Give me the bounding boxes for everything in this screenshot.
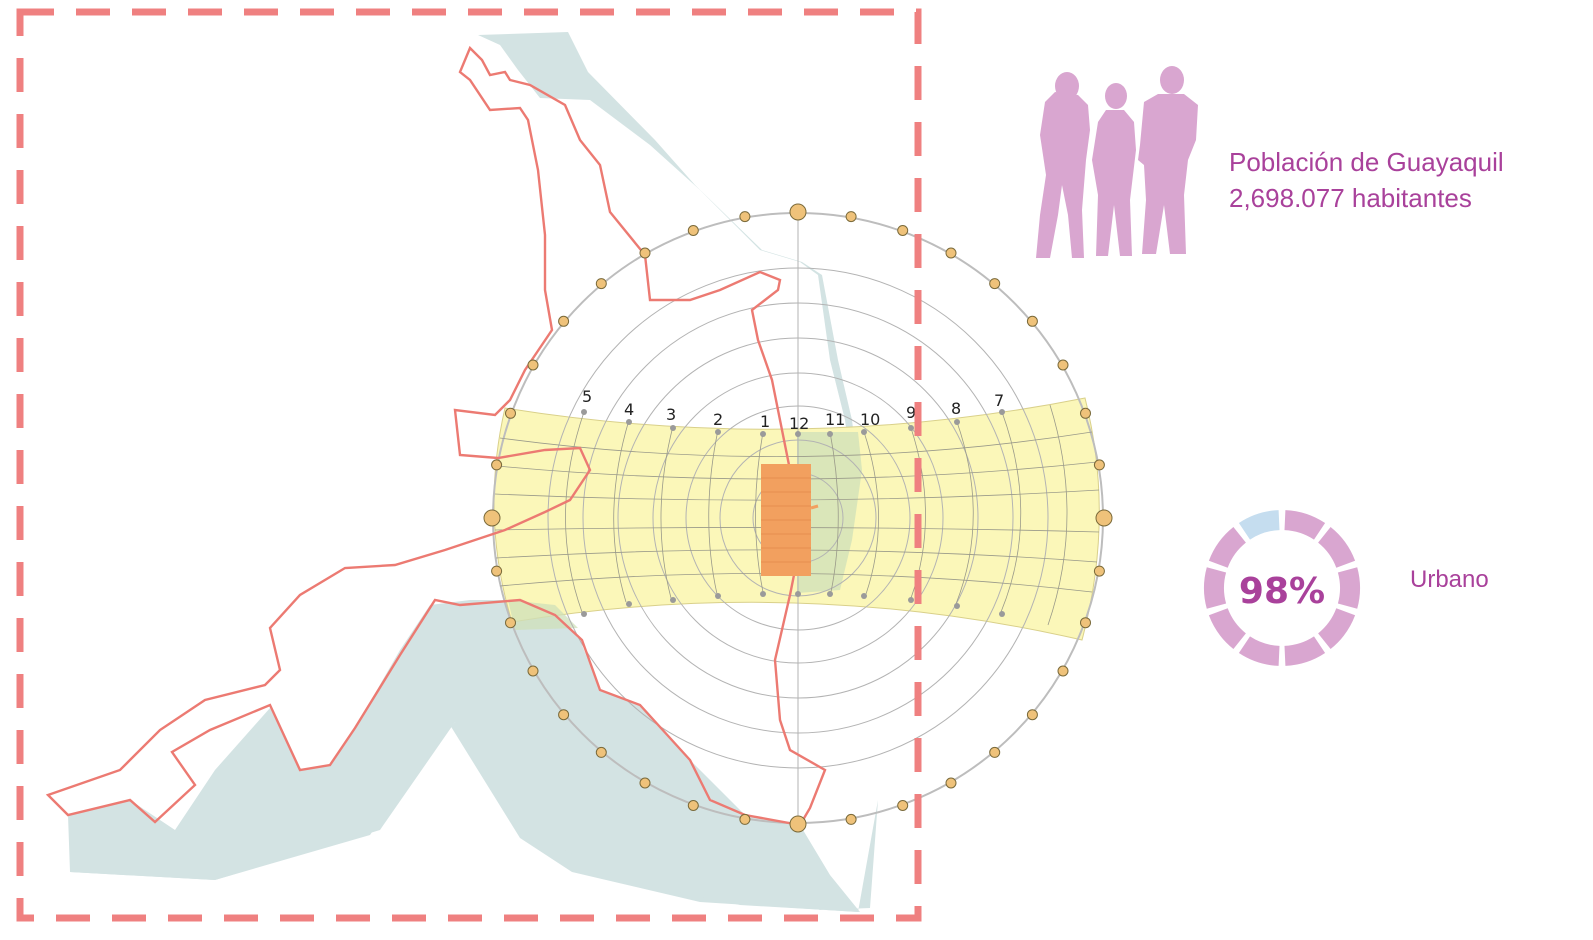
compass-dot bbox=[687, 225, 699, 236]
hour-label: 1 bbox=[760, 412, 770, 431]
hour-label: 10 bbox=[860, 410, 880, 429]
urban-segment bbox=[1238, 636, 1280, 666]
compass-dot bbox=[687, 800, 699, 811]
compass-dot bbox=[739, 211, 751, 223]
compass-dot bbox=[1080, 617, 1091, 629]
compass-dot bbox=[491, 459, 503, 471]
hour-label: 4 bbox=[624, 400, 634, 419]
hour-labels: 5 4 3 2 1 12 11 10 9 8 7 bbox=[582, 387, 1004, 433]
hour-label: 3 bbox=[666, 405, 676, 424]
urban-segment bbox=[1284, 510, 1326, 540]
hour-label: 11 bbox=[825, 410, 845, 429]
compass-dot bbox=[945, 247, 957, 259]
compass-dot bbox=[789, 203, 807, 221]
compass-dot bbox=[639, 247, 651, 259]
compass-dot bbox=[1080, 407, 1091, 419]
compass-dot bbox=[739, 813, 751, 825]
compass-dot bbox=[595, 278, 607, 290]
compass-dot bbox=[595, 746, 607, 758]
urban-segment bbox=[1208, 608, 1246, 649]
urban-donut-chart bbox=[1203, 510, 1361, 666]
water-areas bbox=[68, 32, 878, 912]
compass-dot bbox=[558, 315, 570, 327]
compass-dot bbox=[1095, 509, 1113, 527]
compass-dot bbox=[945, 777, 957, 789]
compass-dot bbox=[527, 665, 539, 677]
hour-label: 12 bbox=[789, 414, 809, 433]
hour-label: 5 bbox=[582, 387, 592, 406]
compass-dot bbox=[897, 225, 909, 236]
hour-label: 2 bbox=[713, 410, 723, 429]
compass-dot bbox=[639, 777, 651, 789]
compass-dot bbox=[527, 359, 539, 371]
compass-dot bbox=[1057, 359, 1069, 371]
hour-label: 7 bbox=[994, 391, 1004, 410]
compass-dot bbox=[789, 815, 807, 833]
compass-dots bbox=[483, 203, 1113, 833]
rural-segment bbox=[1238, 510, 1280, 540]
hour-label: 9 bbox=[906, 403, 916, 422]
overlap-region-west bbox=[508, 600, 578, 630]
urban-segment bbox=[1318, 608, 1356, 649]
compass-dot bbox=[1093, 565, 1105, 577]
site-boundary-frame bbox=[16, 8, 922, 922]
compass-dot bbox=[989, 278, 1001, 290]
urban-segment bbox=[1203, 567, 1227, 609]
southern-water bbox=[68, 600, 860, 912]
compass-dot bbox=[505, 407, 516, 419]
urban-segment bbox=[1337, 567, 1361, 609]
overlap-region bbox=[797, 432, 862, 593]
urban-segment bbox=[1208, 527, 1246, 568]
compass-dot bbox=[897, 800, 909, 811]
hour-ticks bbox=[581, 409, 1005, 617]
urban-segment bbox=[1284, 636, 1326, 666]
compass-dot bbox=[1026, 709, 1038, 721]
hour-label: 8 bbox=[951, 399, 961, 418]
compass-dot bbox=[1057, 665, 1069, 677]
urban-segment bbox=[1318, 527, 1356, 568]
compass-dot bbox=[845, 211, 857, 223]
compass-dot bbox=[483, 509, 501, 527]
urban-percent-text: 98% bbox=[1239, 571, 1325, 612]
urban-label: Urbano bbox=[1410, 566, 1489, 593]
people-silhouette-icon bbox=[1036, 66, 1198, 258]
compass-dot bbox=[505, 617, 516, 629]
compass-dot bbox=[491, 565, 503, 577]
population-title: Población de Guayaquil bbox=[1229, 147, 1504, 177]
compass-dot bbox=[989, 746, 1001, 758]
compass-dot bbox=[1093, 459, 1105, 471]
compass-dot bbox=[558, 709, 570, 721]
guayaquil-city-outline bbox=[45, 45, 827, 827]
building-footprint bbox=[761, 464, 819, 576]
population-value: 2,698.077 habitantes bbox=[1229, 183, 1472, 213]
compass-dot bbox=[845, 813, 857, 825]
compass-dot bbox=[1026, 315, 1038, 327]
